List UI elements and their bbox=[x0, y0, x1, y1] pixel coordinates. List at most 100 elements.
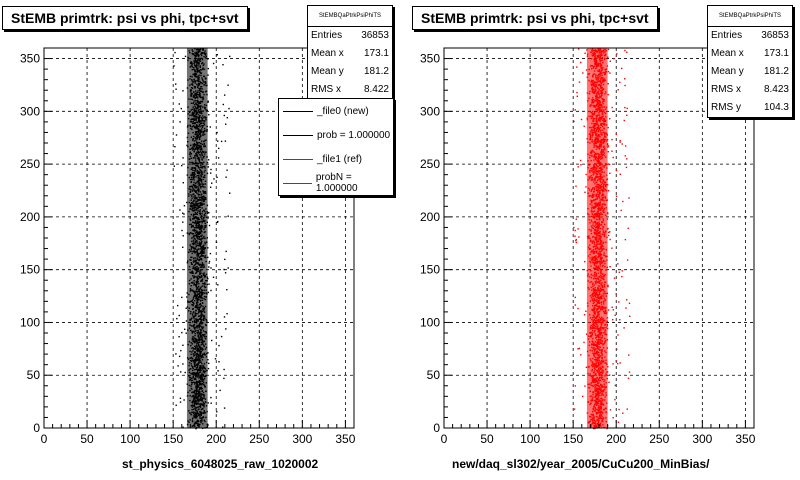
legend-item: _file0 (new) bbox=[279, 99, 393, 123]
scatter-point bbox=[179, 397, 182, 399]
x-tick-label: 100 bbox=[120, 432, 140, 446]
x-tick-label: 200 bbox=[206, 432, 226, 446]
scatter-point bbox=[620, 209, 622, 212]
scatter-point bbox=[177, 304, 179, 307]
scatter-point bbox=[573, 120, 575, 123]
scatter-point bbox=[580, 61, 582, 64]
right-chart: 0 50 100 150 200 250 300 3500501001502002503003… bbox=[420, 47, 756, 446]
scatter-point bbox=[613, 58, 615, 60]
scatter-point bbox=[575, 185, 577, 187]
scatter-point bbox=[179, 401, 182, 403]
scatter-point bbox=[607, 145, 610, 147]
scatter-point bbox=[573, 226, 575, 229]
scatter-point bbox=[611, 106, 613, 109]
scatter-point bbox=[615, 133, 617, 136]
scatter-point bbox=[178, 103, 180, 105]
x-tick-label: 0 bbox=[41, 432, 48, 446]
scatter-point bbox=[222, 426, 224, 428]
scatter-point bbox=[180, 107, 182, 110]
scatter-point bbox=[575, 238, 577, 241]
stats-name: StEMBQaPtrkPsiPhiTS bbox=[308, 6, 392, 27]
scatter-point bbox=[585, 186, 587, 188]
scatter-point bbox=[611, 138, 613, 141]
scatter-point bbox=[182, 157, 184, 159]
scatter-point bbox=[185, 320, 188, 322]
scatter-point bbox=[182, 426, 184, 428]
scatter-point bbox=[574, 229, 576, 232]
scatter-point bbox=[216, 54, 218, 56]
scatter-point bbox=[225, 328, 227, 330]
scatter-point bbox=[209, 252, 212, 255]
scatter-series bbox=[173, 48, 231, 430]
scatter-point bbox=[628, 302, 631, 304]
y-tick-label: 350 bbox=[20, 52, 40, 66]
scatter-point bbox=[617, 89, 619, 91]
scatter-point bbox=[182, 235, 184, 237]
scatter-point bbox=[585, 173, 587, 176]
scatter-point bbox=[178, 355, 181, 358]
scatter-point bbox=[220, 335, 223, 338]
scatter-point bbox=[181, 164, 183, 167]
scatter-point bbox=[626, 107, 628, 110]
scatter-point bbox=[585, 366, 588, 368]
scatter-point bbox=[225, 250, 227, 253]
scatter-point bbox=[181, 229, 183, 232]
scatter-point bbox=[611, 150, 613, 152]
scatter-point bbox=[227, 84, 229, 86]
scatter-point bbox=[582, 72, 584, 74]
y-tick-label: 100 bbox=[20, 315, 40, 329]
scatter-point bbox=[626, 259, 629, 261]
scatter-point bbox=[180, 349, 182, 352]
scatter-point bbox=[213, 178, 215, 180]
y-tick-label: 150 bbox=[20, 263, 40, 277]
left-pad: 0 50 100 150 200 250 300 350 0 50 100 150 200 250 300 3… bbox=[0, 0, 400, 480]
scatter-point bbox=[628, 197, 630, 199]
scatter-point bbox=[179, 209, 181, 211]
scatter-point bbox=[614, 384, 616, 387]
stats-row: Mean x 173.1 bbox=[311, 48, 389, 59]
scatter-point bbox=[178, 336, 180, 338]
scatter-point bbox=[583, 314, 586, 316]
scatter-point bbox=[216, 176, 218, 179]
scatter-point bbox=[182, 90, 184, 92]
scatter-point bbox=[215, 241, 218, 243]
scatter-point bbox=[621, 67, 623, 70]
scatter-point bbox=[617, 363, 619, 365]
scatter-point bbox=[629, 315, 631, 317]
scatter-point bbox=[615, 360, 617, 362]
scatter-point bbox=[584, 260, 586, 263]
legend-item: prob = 1.000000 bbox=[279, 123, 393, 147]
scatter-point bbox=[621, 143, 623, 145]
scatter-point bbox=[607, 83, 609, 85]
left-chart-title: StEMB primtrk: psi vs phi, tpc+svt bbox=[2, 6, 248, 30]
scatter-point bbox=[207, 402, 209, 404]
scatter-point bbox=[577, 166, 579, 168]
scatter-point bbox=[619, 173, 621, 175]
scatter-point bbox=[183, 213, 185, 215]
stats-row: Mean y 181.2 bbox=[311, 66, 389, 77]
scatter-point bbox=[210, 168, 212, 171]
scatter-point bbox=[609, 72, 611, 74]
scatter-point bbox=[224, 94, 226, 96]
scatter-point bbox=[226, 117, 228, 119]
scatter-point bbox=[621, 275, 623, 278]
scatter-point bbox=[625, 166, 628, 169]
scatter-point bbox=[615, 293, 617, 295]
scatter-point bbox=[181, 296, 183, 299]
scatter-point bbox=[207, 159, 210, 161]
scatter-point bbox=[207, 278, 209, 280]
scatter-point bbox=[216, 411, 218, 413]
scatter-point bbox=[580, 354, 582, 356]
scatter-point bbox=[612, 417, 614, 419]
scatter-point bbox=[624, 78, 626, 80]
scatter-point bbox=[217, 370, 219, 372]
scatter-point bbox=[612, 309, 614, 311]
scatter-point bbox=[227, 215, 229, 217]
x-tick-label: 50 bbox=[80, 432, 94, 446]
scatter-point bbox=[229, 192, 231, 194]
scatter-point bbox=[574, 296, 576, 299]
scatter-point bbox=[208, 211, 210, 214]
scatter-point bbox=[211, 182, 213, 184]
scatter-point bbox=[212, 62, 215, 65]
scatter-point bbox=[607, 163, 610, 165]
